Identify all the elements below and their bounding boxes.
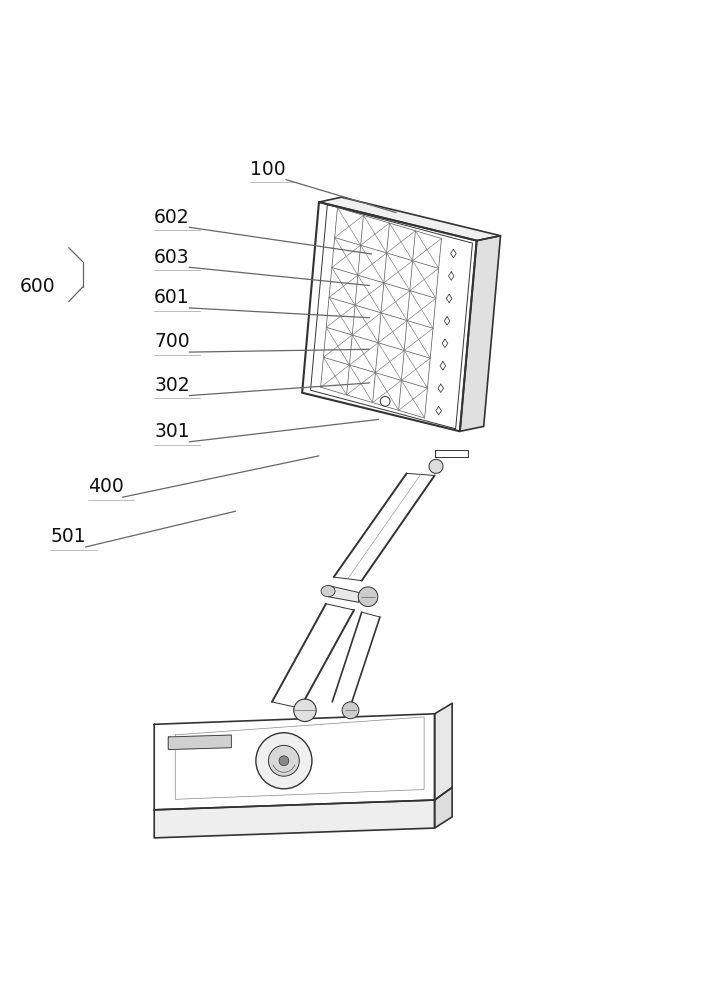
- Circle shape: [256, 733, 312, 789]
- Circle shape: [429, 459, 443, 473]
- Polygon shape: [460, 236, 501, 431]
- Polygon shape: [435, 703, 452, 800]
- Text: 302: 302: [154, 376, 190, 395]
- Circle shape: [268, 745, 299, 776]
- Polygon shape: [154, 714, 435, 810]
- Text: 100: 100: [250, 160, 285, 179]
- Polygon shape: [319, 197, 501, 241]
- Circle shape: [294, 699, 316, 722]
- Text: 501: 501: [50, 527, 86, 546]
- Text: 301: 301: [154, 422, 190, 441]
- Circle shape: [279, 756, 289, 766]
- Ellipse shape: [321, 586, 335, 597]
- Text: 400: 400: [88, 477, 123, 496]
- Text: 601: 601: [154, 288, 190, 307]
- Polygon shape: [272, 604, 354, 708]
- Circle shape: [342, 702, 359, 719]
- Polygon shape: [435, 787, 452, 828]
- Polygon shape: [154, 800, 435, 838]
- Polygon shape: [328, 586, 359, 602]
- Text: 700: 700: [154, 332, 190, 351]
- Text: 602: 602: [154, 208, 190, 227]
- Polygon shape: [302, 202, 477, 431]
- Polygon shape: [334, 473, 435, 581]
- Circle shape: [358, 587, 378, 607]
- Polygon shape: [168, 735, 231, 750]
- Text: 603: 603: [154, 248, 190, 267]
- Text: 600: 600: [20, 277, 55, 296]
